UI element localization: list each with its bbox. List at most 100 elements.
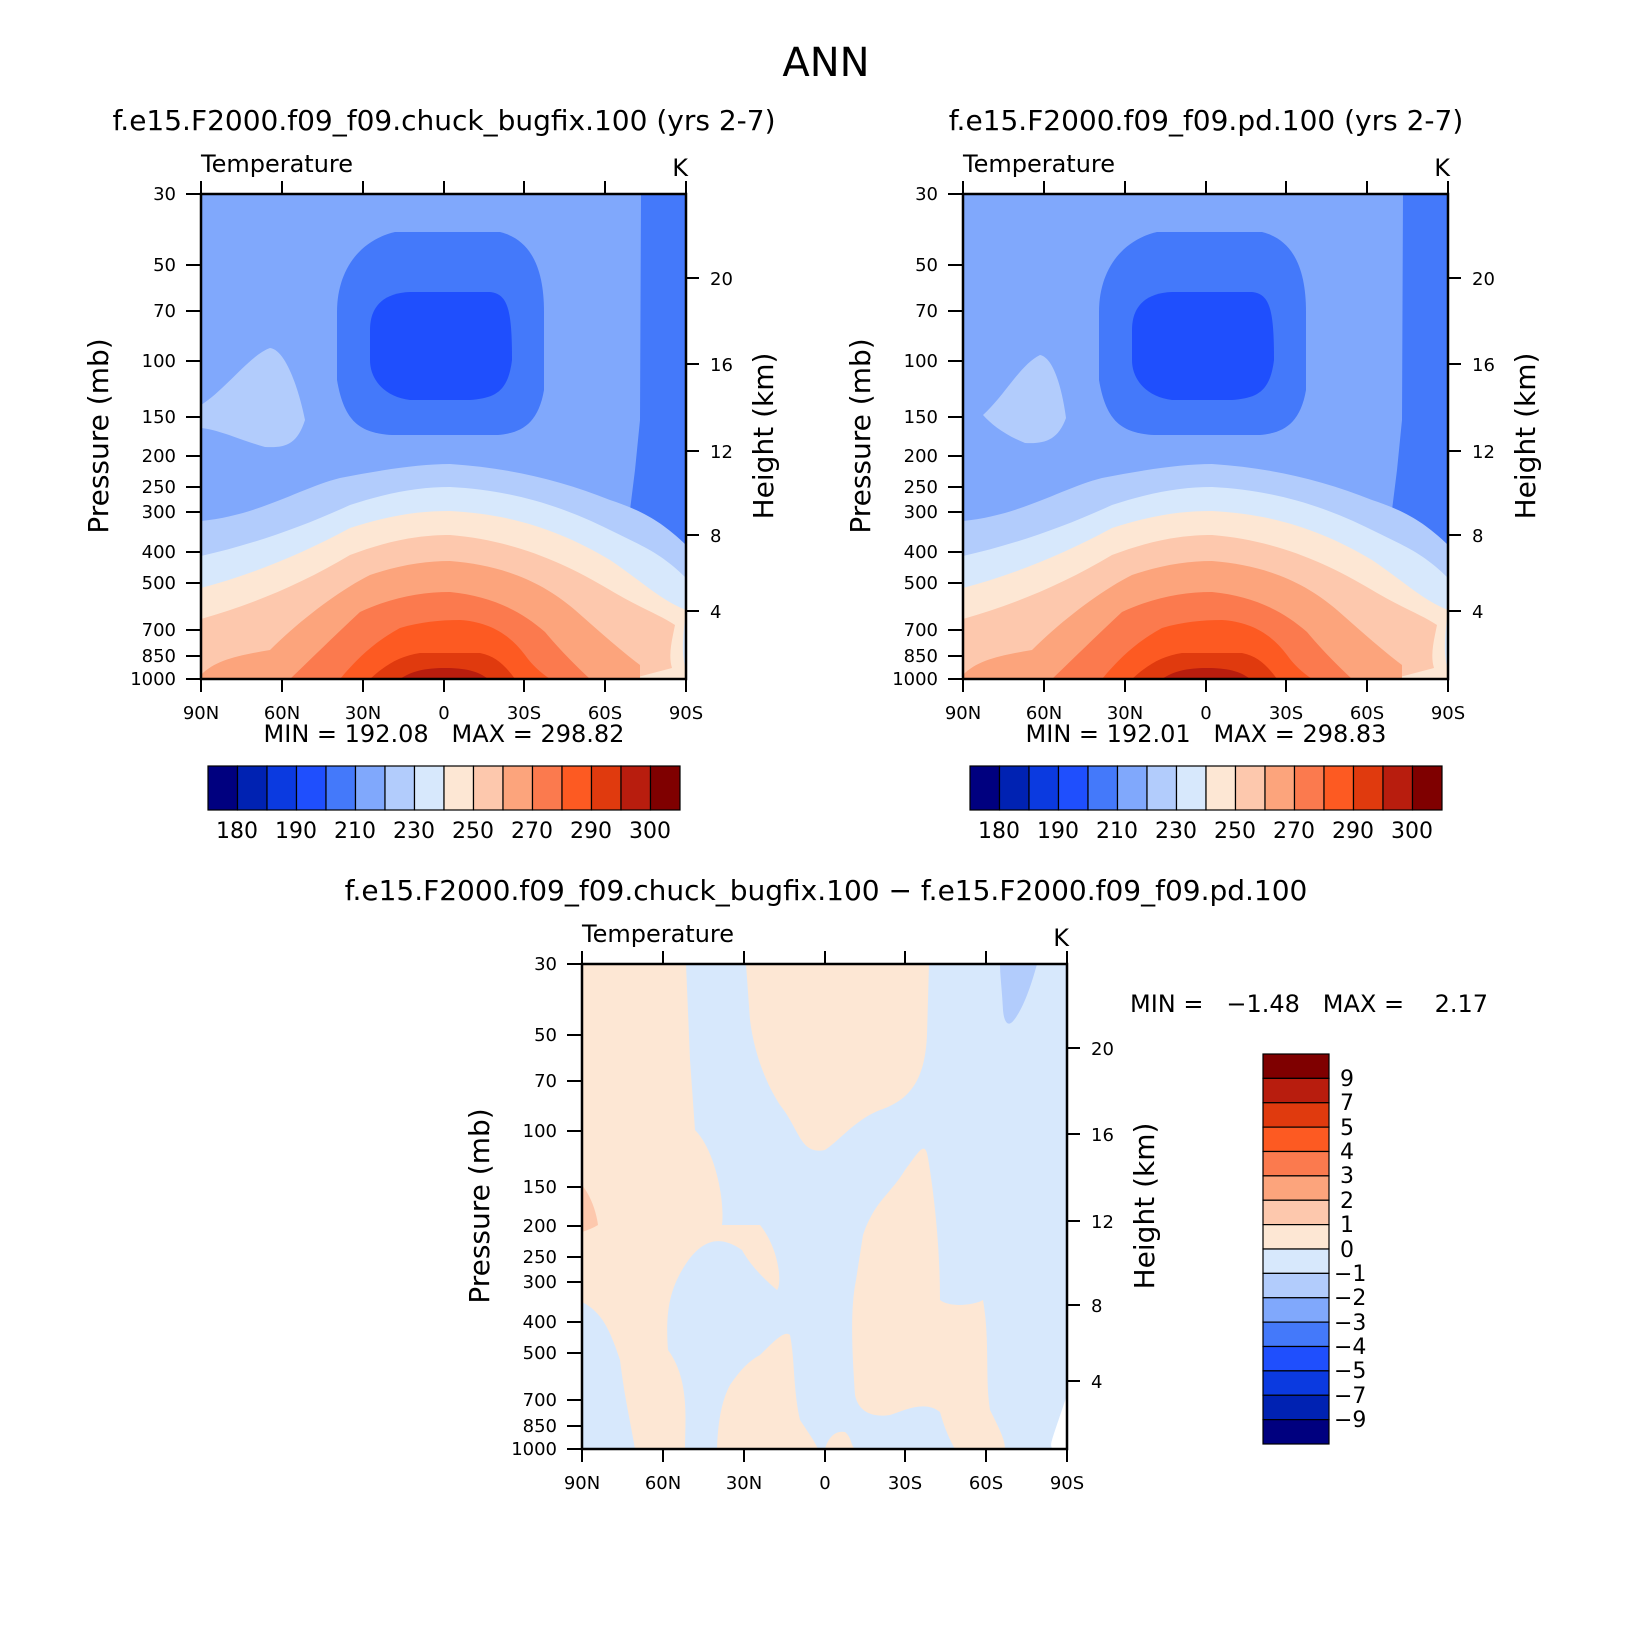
colorbar-swatch: [561, 765, 593, 811]
colorbar-label: 2: [1340, 1189, 1354, 1214]
y-tick-label: 100: [523, 1121, 557, 1142]
y-tick-label: 200: [904, 446, 938, 467]
y-tick-label: 150: [904, 407, 938, 428]
band-layer-2: [1392, 194, 1448, 545]
colorbar-swatch: [1262, 1419, 1330, 1445]
x-tick-label: 0: [1200, 703, 1211, 724]
panel-b-x-ticks: 90N 60N 30N 0 30S 60S 90S: [945, 181, 1465, 724]
panel-b-min-max: MIN = 192.01 MAX = 298.83: [1026, 720, 1387, 748]
colorbar-swatch: [1262, 1297, 1330, 1323]
band-layer-7: [1000, 964, 1037, 1024]
colorbar-label: −9: [1334, 1408, 1366, 1433]
band-layer-3: [746, 964, 929, 1151]
figure-title: ANN: [782, 40, 869, 86]
x-tick-label: 0: [438, 703, 449, 724]
colorbar-label: 190: [275, 819, 317, 844]
colorbar-swatch: [649, 765, 681, 811]
panel-c-colorbar: [1262, 1053, 1330, 1445]
colorbar-swatch: [998, 765, 1030, 811]
x-tick-label: 30S: [1269, 703, 1303, 724]
y-tick-label: 70: [534, 1071, 557, 1092]
x-tick-label: 30N: [345, 703, 381, 724]
y-tick-label: 100: [904, 351, 938, 372]
colorbar-label: 5: [1340, 1116, 1354, 1141]
colorbar-swatch: [472, 765, 504, 811]
y2-tick-label: 20: [710, 269, 733, 290]
colorbar-label: 4: [1340, 1140, 1354, 1165]
panel-c-variable-label: Temperature: [581, 920, 734, 948]
colorbar-label: −7: [1334, 1384, 1366, 1409]
x-tick-label: 90N: [945, 703, 981, 724]
x-tick-label: 90N: [564, 1473, 600, 1494]
y-tick-label: 500: [523, 1343, 557, 1364]
x-tick-label: 60S: [969, 1473, 1003, 1494]
y-tick-label: 200: [523, 1216, 557, 1237]
colorbar-label: −2: [1334, 1286, 1366, 1311]
band-layer-6: [825, 1431, 855, 1449]
colorbar-swatch: [1087, 765, 1119, 811]
y-tick-label: 250: [904, 477, 938, 498]
panel-a-min-max: MIN = 192.08 MAX = 298.82: [264, 720, 625, 748]
x-tick-label: 90S: [1050, 1473, 1084, 1494]
panel-difference: f.e15.F2000.f09_f09.chuck_bugfix.100 − f…: [345, 874, 1488, 1494]
y-tick-label: 400: [904, 542, 938, 563]
band-layer-4: [852, 1148, 1005, 1449]
colorbar-label: 3: [1340, 1164, 1354, 1189]
band-layer-13: [1132, 653, 1277, 679]
colorbar-swatch: [1262, 1126, 1330, 1153]
y-tick-label: 700: [523, 1390, 557, 1411]
colorbar-label: 1: [1340, 1213, 1354, 1238]
colorbar-label: 230: [1155, 819, 1197, 844]
y-tick-label: 250: [142, 477, 176, 498]
y2-tick-label: 8: [1091, 1296, 1102, 1317]
x-tick-label: 60S: [588, 703, 622, 724]
colorbar-swatch: [1116, 765, 1148, 811]
panel-c-x-ticks: 90N 60N 30N 0 30S 60S 90S: [564, 951, 1084, 1494]
band-layer-2: [582, 964, 780, 1449]
panel-a-x-ticks: 90N 60N 30N 0 30S 60S 90S: [183, 181, 703, 724]
colorbar-swatch: [590, 765, 622, 811]
band-layer-2: [630, 194, 686, 545]
colorbar-swatch: [1262, 1248, 1330, 1274]
panel-a-variable-label: Temperature: [200, 150, 353, 178]
colorbar-label: 250: [452, 819, 494, 844]
x-tick-label: 90S: [1431, 703, 1465, 724]
panel-c-title: f.e15.F2000.f09_f09.chuck_bugfix.100 − f…: [345, 874, 1308, 907]
y-tick-label: 150: [142, 407, 176, 428]
y2-tick-label: 16: [1472, 355, 1495, 376]
colorbar-label: 180: [978, 819, 1020, 844]
colorbar-swatch: [620, 765, 652, 811]
colorbar-swatch: [1323, 765, 1355, 811]
colorbar-swatch: [1262, 1175, 1330, 1201]
y-tick-label: 300: [523, 1272, 557, 1293]
y-tick-label: 150: [523, 1177, 557, 1198]
x-tick-label: 60N: [264, 703, 300, 724]
colorbar-label: −5: [1334, 1359, 1366, 1384]
panel-b-contour-field: [963, 194, 1448, 679]
panel-a-y-ticks: 30 50 70 100 150 200 250 300 400 500 700…: [130, 184, 201, 690]
y2-tick-label: 12: [1472, 442, 1495, 463]
colorbar-swatch: [1234, 765, 1266, 811]
colorbar-swatch: [1262, 1199, 1330, 1226]
colorbar-label: 300: [629, 819, 671, 844]
x-tick-label: 60N: [645, 1473, 681, 1494]
panel-a-y2-ticks: 20 16 12 8 4: [686, 269, 733, 623]
colorbar-swatch: [1262, 1053, 1330, 1079]
colorbar-swatch: [1262, 1370, 1330, 1396]
panel-c-y2-axis-label: Height (km): [1128, 1123, 1161, 1290]
y-tick-label: 850: [904, 646, 938, 667]
y2-tick-label: 8: [710, 526, 721, 547]
colorbar-label: 190: [1037, 819, 1079, 844]
colorbar-swatch: [1411, 765, 1443, 811]
y-tick-label: 30: [915, 184, 938, 205]
x-tick-label: 0: [819, 1473, 830, 1494]
colorbar-swatch: [1262, 1272, 1330, 1299]
y-tick-label: 850: [523, 1416, 557, 1437]
colorbar-swatch: [1293, 765, 1325, 811]
panel-a-y-axis-label: Pressure (mb): [82, 338, 115, 533]
y-tick-label: 50: [915, 255, 938, 276]
y-tick-label: 1000: [892, 669, 938, 690]
panel-b-title: f.e15.F2000.f09_f09.pd.100 (yrs 2-7): [949, 104, 1464, 137]
y-tick-label: 250: [523, 1247, 557, 1268]
